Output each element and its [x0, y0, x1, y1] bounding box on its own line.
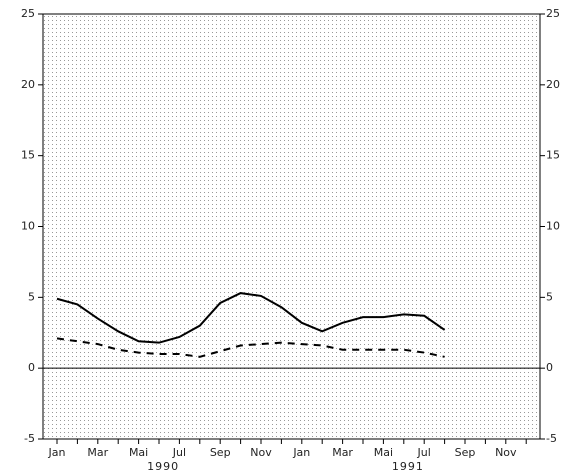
series-line	[56, 292, 446, 344]
x-tick-label: Mai	[129, 446, 148, 459]
x-tick-label: Mar	[87, 446, 108, 459]
y-tick-label: 20	[21, 78, 35, 91]
x-tick-label: Sep	[455, 446, 476, 459]
y2-tick-label: 25	[546, 7, 560, 20]
year-label: 1991	[392, 460, 424, 473]
y2-tick-label: 10	[546, 220, 560, 233]
x-tick-label: Jan	[292, 446, 310, 459]
year-label: 1990	[147, 460, 179, 473]
y-tick-label: 5	[28, 290, 35, 303]
series-line	[56, 337, 445, 358]
x-tick-label: Nov	[495, 446, 517, 459]
y2-tick-label: 5	[546, 290, 553, 303]
x-tick-label: Jul	[417, 446, 431, 459]
y2-tick-label: 0	[546, 361, 553, 374]
y-tick-label: 10	[21, 220, 35, 233]
x-tick-label: Jul	[172, 446, 186, 459]
y-tick-label: 15	[21, 149, 35, 162]
x-tick-label: Mar	[332, 446, 353, 459]
plot-area	[42, 13, 541, 440]
y2-tick-label: -5	[546, 432, 557, 445]
x-tick-label: Jan	[48, 446, 66, 459]
x-tick-label: Mai	[374, 446, 393, 459]
y2-tick-label: 20	[546, 78, 560, 91]
y-tick-label: 0	[28, 361, 35, 374]
y-tick-label: 25	[21, 7, 35, 20]
y2-tick-label: 15	[546, 149, 560, 162]
x-tick-label: Nov	[250, 446, 272, 459]
y-tick-label: -5	[24, 432, 35, 445]
x-tick-label: Sep	[210, 446, 231, 459]
